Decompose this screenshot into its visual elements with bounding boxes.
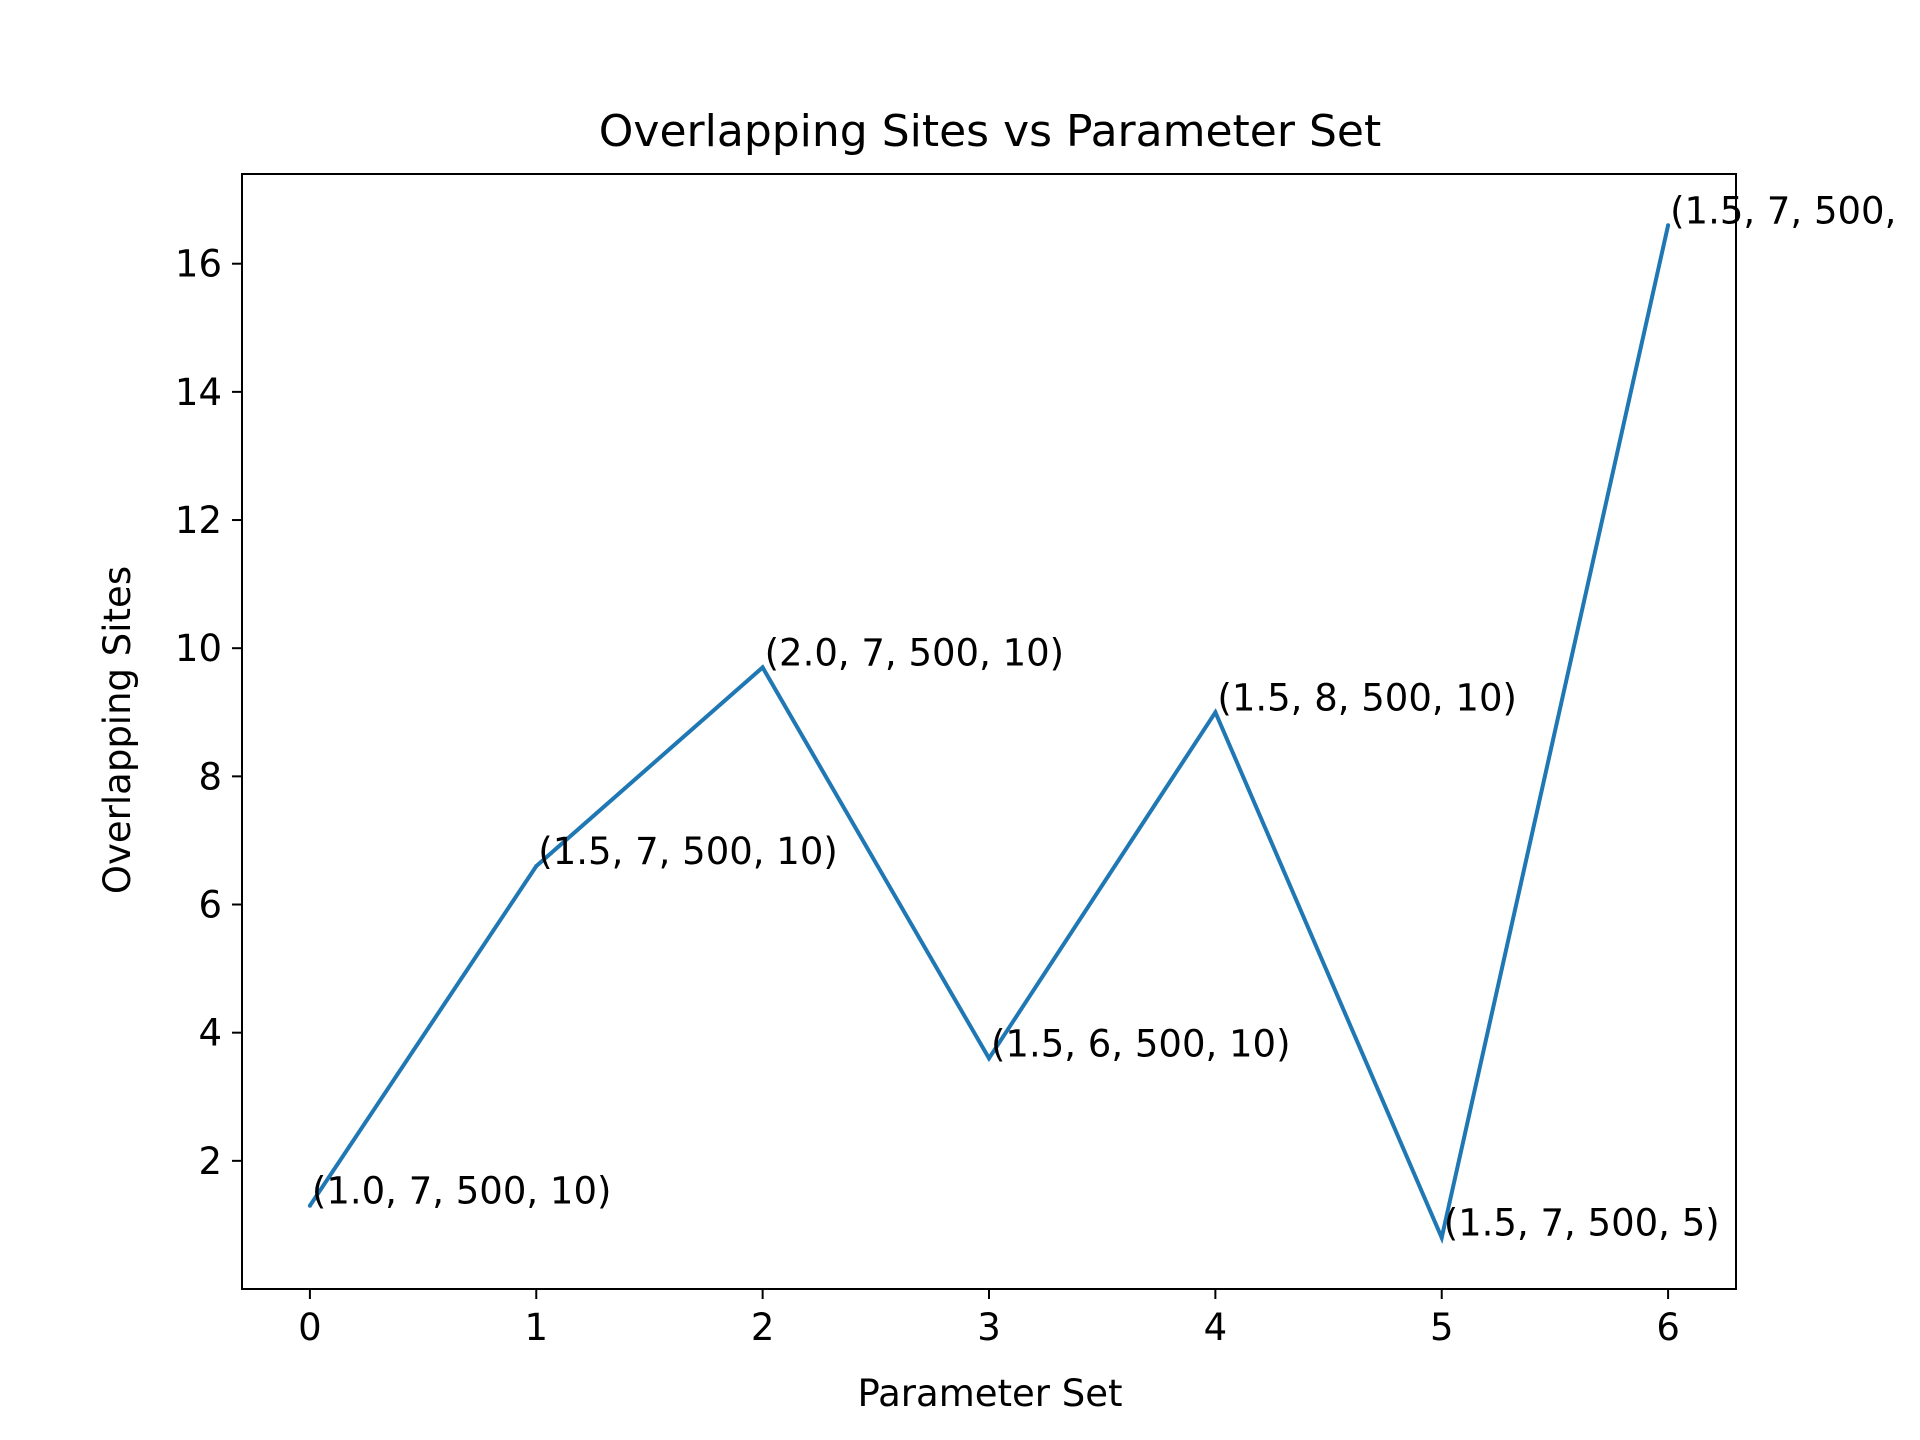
point-annotation-3: (1.5, 6, 500, 10) (991, 1022, 1291, 1065)
point-annotation-6: (1.5, 7, 500, (1670, 189, 1896, 232)
y-tick-label-12: 12 (175, 499, 222, 542)
x-tick-label-5: 5 (1430, 1306, 1454, 1349)
data-point-0 (307, 1203, 312, 1208)
data-point-3 (987, 1056, 991, 1061)
y-axis-label: Overlapping Sites (96, 566, 139, 894)
x-tick-label-1: 1 (524, 1306, 548, 1349)
data-point-1 (534, 864, 539, 869)
y-tick-label-4: 4 (198, 1012, 222, 1055)
x-axis-label: Parameter Set (857, 1372, 1122, 1415)
y-tick-label-10: 10 (175, 627, 222, 670)
point-annotation-2: (2.0, 7, 500, 10) (765, 631, 1065, 674)
y-tick-label-2: 2 (198, 1140, 222, 1183)
data-point-5 (1439, 1235, 1444, 1240)
x-tick-label-4: 4 (1204, 1306, 1228, 1349)
y-tick-label-6: 6 (198, 884, 222, 927)
data-point-4 (1213, 710, 1218, 715)
point-annotation-0: (1.0, 7, 500, 10) (312, 1170, 612, 1213)
data-point-2 (760, 665, 765, 670)
chart-title: Overlapping Sites vs Parameter Set (599, 106, 1381, 157)
x-tick-label-3: 3 (977, 1306, 1001, 1349)
x-tick-label-0: 0 (298, 1306, 322, 1349)
point-annotation-4: (1.5, 8, 500, 10) (1217, 676, 1517, 719)
plot-area: (1.0, 7, 500, 10) (1.5, 7, 500, 10) (2.0, … (175, 173, 1896, 1349)
y-tick-label-8: 8 (198, 755, 222, 798)
x-tick-label-6: 6 (1656, 1306, 1680, 1349)
point-annotation-1: (1.5, 7, 500, 10) (538, 830, 838, 873)
point-annotation-5: (1.5, 7, 500, 5) (1444, 1202, 1720, 1245)
data-point-6 (1666, 223, 1671, 228)
y-tick-label-14: 14 (175, 371, 222, 414)
x-tick-label-2: 2 (751, 1306, 775, 1349)
y-tick-label-16: 16 (175, 243, 222, 286)
